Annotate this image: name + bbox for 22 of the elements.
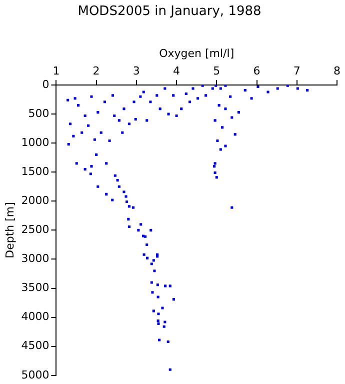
x-tick-label: 8 <box>334 64 340 78</box>
x-tick-label: 3 <box>132 64 140 78</box>
x-tick-label: 2 <box>92 64 100 78</box>
y-tick-label: 2500 <box>21 223 50 236</box>
x-tick-label: 6 <box>253 64 260 78</box>
y-tick-label: 1500 <box>21 164 50 178</box>
y-axis-title: Depth [m] <box>3 202 16 258</box>
y-tick-label: 5000 <box>21 368 50 382</box>
y-tick-label: 3000 <box>21 252 50 266</box>
y-tick-label: 4000 <box>21 310 50 324</box>
x-tick-label: 4 <box>173 64 180 78</box>
y-tick-label: 4500 <box>21 339 50 352</box>
x-tick-label: 5 <box>213 64 220 78</box>
x-tick-label: 1 <box>52 64 60 78</box>
x-axis-title: Oxygen [ml/l] <box>159 47 234 60</box>
x-tick-label: 7 <box>293 64 300 78</box>
y-tick-label: 500 <box>28 106 50 120</box>
y-tick-label: 1000 <box>21 136 50 149</box>
y-tick-label: 3500 <box>21 281 50 294</box>
chart-title: MODS2005 in January, 1988 <box>78 4 262 20</box>
y-tick-label: 2000 <box>21 194 50 208</box>
y-tick-label: 0 <box>42 78 50 91</box>
